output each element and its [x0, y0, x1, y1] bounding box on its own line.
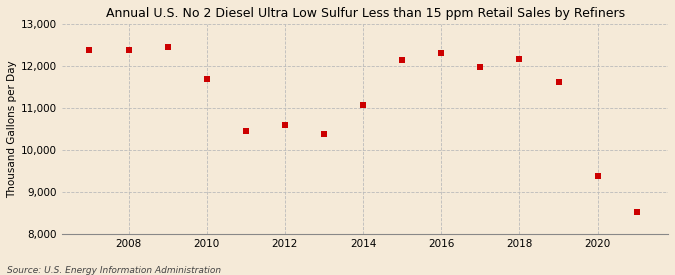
Point [319, 132, 329, 136]
Point [436, 51, 447, 55]
Point [240, 129, 251, 133]
Point [201, 76, 212, 81]
Title: Annual U.S. No 2 Diesel Ultra Low Sulfur Less than 15 ppm Retail Sales by Refine: Annual U.S. No 2 Diesel Ultra Low Sulfur… [105, 7, 624, 20]
Point [279, 123, 290, 127]
Y-axis label: Thousand Gallons per Day: Thousand Gallons per Day [7, 60, 17, 198]
Point [631, 210, 642, 214]
Point [514, 57, 525, 61]
Point [554, 80, 564, 84]
Text: Source: U.S. Energy Information Administration: Source: U.S. Energy Information Administ… [7, 266, 221, 275]
Point [475, 65, 486, 69]
Point [358, 102, 369, 107]
Point [592, 174, 603, 178]
Point [84, 48, 95, 52]
Point [123, 48, 134, 53]
Point [162, 44, 173, 49]
Point [397, 58, 408, 63]
